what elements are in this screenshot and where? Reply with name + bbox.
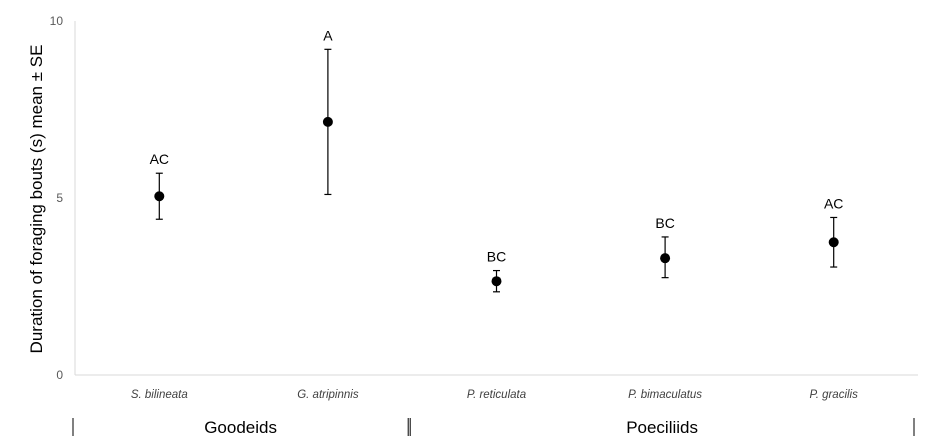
data-point-group: AC <box>150 151 169 220</box>
group-bracket: Poeciliids <box>409 418 915 437</box>
data-points: AC A BC BC AC <box>150 27 843 293</box>
x-category-label: S. bilineata <box>131 389 188 401</box>
y-tick-label: 0 <box>56 368 63 382</box>
x-category-labels: S. bilineata G. atripinnis P. reticulata P.… <box>131 389 858 401</box>
data-point <box>660 253 671 264</box>
data-point-group: BC <box>487 249 506 293</box>
group-label: Goodeids <box>204 418 277 437</box>
group-bracket: Goodeids <box>72 418 409 437</box>
y-axis-title-group: Duration of foraging bouts (s) mean ± SE <box>27 45 46 354</box>
x-category-label: G. atripinnis <box>297 389 359 401</box>
y-tick-label: 10 <box>50 14 64 28</box>
axes <box>74 21 918 376</box>
x-category-label: P. bimaculatus <box>628 389 702 401</box>
data-point-group: A <box>322 27 333 196</box>
data-point-group: AC <box>824 195 843 268</box>
y-ticks: 0 5 10 <box>50 14 64 382</box>
data-point <box>828 237 839 248</box>
significance-label: BC <box>487 249 506 265</box>
significance-label: A <box>323 27 333 43</box>
x-category-label: P. reticulata <box>467 389 526 401</box>
significance-label: AC <box>150 151 169 167</box>
significance-label: AC <box>824 195 843 211</box>
y-axis-title: Duration of foraging bouts (s) mean ± SE <box>27 45 46 354</box>
y-tick-label: 5 <box>56 191 63 205</box>
data-point <box>322 116 333 127</box>
data-point <box>154 191 165 202</box>
data-point <box>491 276 502 287</box>
data-point-group: BC <box>655 215 675 279</box>
x-category-label: P. gracilis <box>810 389 859 401</box>
significance-label: BC <box>655 215 674 231</box>
group-label: Poeciliids <box>626 418 698 437</box>
group-brackets: Goodeids Poeciliids <box>72 418 915 437</box>
